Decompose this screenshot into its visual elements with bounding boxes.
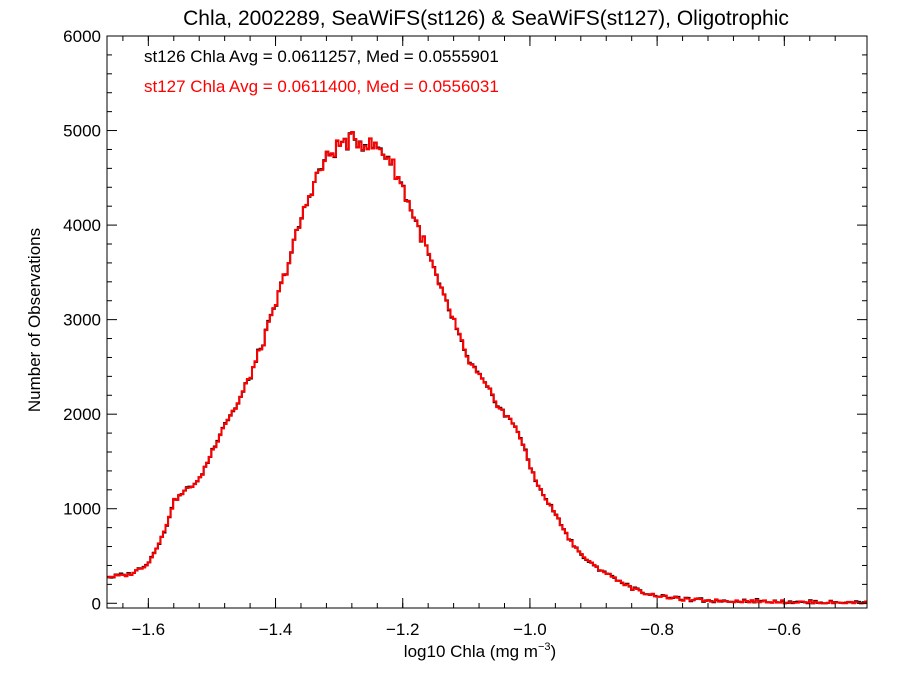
y-tick-label: 2000 bbox=[63, 405, 101, 424]
y-tick-label: 1000 bbox=[63, 500, 101, 519]
x-tick-label: −1.4 bbox=[259, 620, 293, 639]
series-layer bbox=[107, 131, 867, 605]
x-tick-label: −1.6 bbox=[132, 620, 166, 639]
y-tick-label: 0 bbox=[92, 594, 101, 613]
y-tick-label: 4000 bbox=[63, 216, 101, 235]
y-tick-label: 5000 bbox=[63, 122, 101, 141]
x-axis-label-close: ) bbox=[551, 642, 557, 661]
plot-frame bbox=[106, 35, 868, 609]
x-tick-label: −0.6 bbox=[768, 620, 802, 639]
x-tick-label: −1.0 bbox=[513, 620, 547, 639]
histogram-series-st126 bbox=[107, 131, 867, 605]
tick-layer: −1.6 −1.4 −1.2 −1.0 −0.8 −0.6 0 1000 2000 3000 400… bbox=[63, 27, 867, 639]
x-axis-label: log10 Chla (mg m−3) bbox=[404, 641, 556, 661]
histogram-series-st127 bbox=[107, 131, 867, 605]
x-tick-label: −0.8 bbox=[640, 620, 674, 639]
x-axis-label-main: log10 Chla (mg m bbox=[404, 642, 538, 661]
x-tick-label: −1.2 bbox=[386, 620, 420, 639]
x-axis-label-sup: −3 bbox=[538, 641, 551, 653]
annotation-st127: st127 Chla Avg = 0.0611400, Med = 0.0556… bbox=[144, 77, 499, 96]
chart-title: Chla, 2002289, SeaWiFS(st126) & SeaWiFS(… bbox=[183, 7, 789, 30]
y-tick-label: 3000 bbox=[63, 311, 101, 330]
y-tick-label: 6000 bbox=[63, 27, 101, 46]
y-axis-label: Number of Observations bbox=[25, 228, 44, 412]
annotation-st126: st126 Chla Avg = 0.0611257, Med = 0.0555… bbox=[144, 47, 499, 66]
